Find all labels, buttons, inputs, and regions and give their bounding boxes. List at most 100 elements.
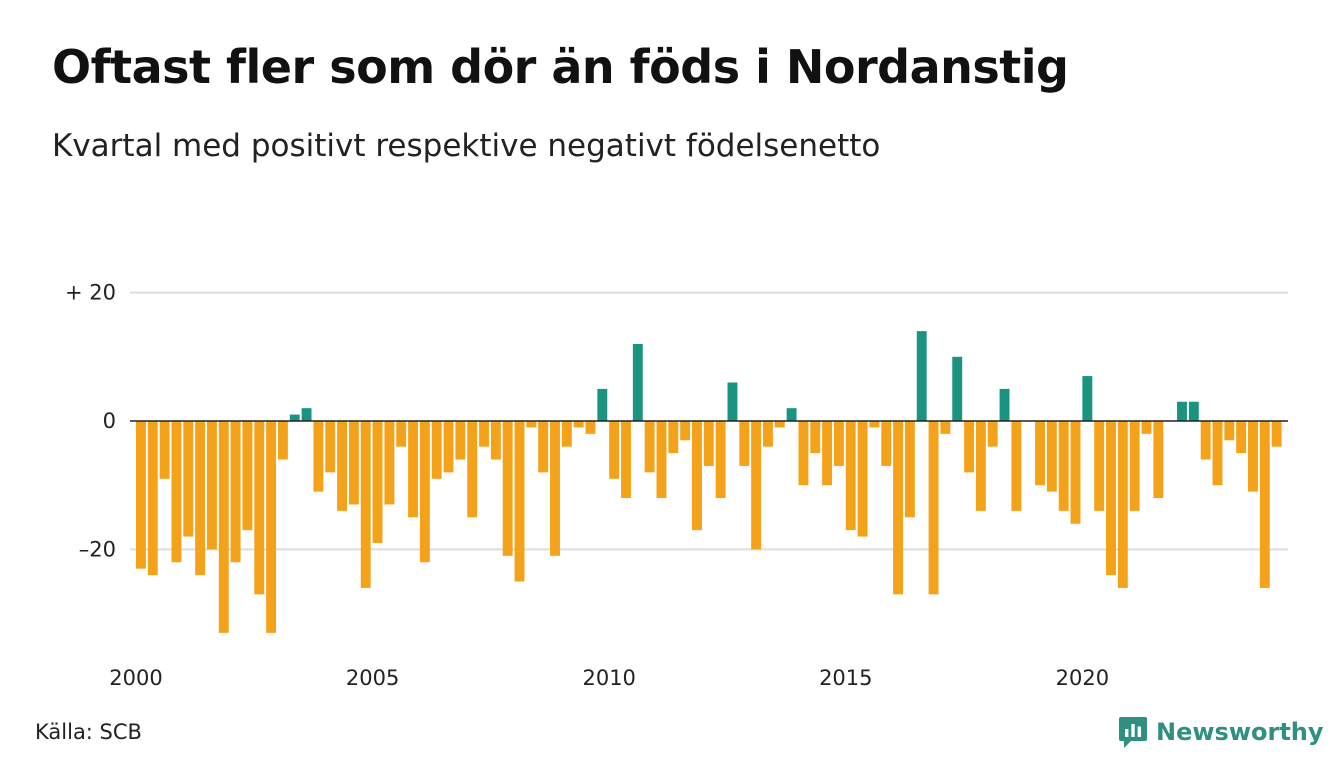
bar xyxy=(408,421,418,518)
bar xyxy=(964,421,974,473)
bar xyxy=(1035,421,1045,486)
bar xyxy=(632,343,643,421)
bar xyxy=(881,421,892,466)
y-tick-label: + 20 xyxy=(65,281,116,305)
bar xyxy=(348,421,359,505)
bar xyxy=(727,382,738,421)
source-note: Källa: SCB xyxy=(35,720,142,744)
x-tick-label: 2005 xyxy=(346,666,399,690)
bar xyxy=(372,421,383,543)
bar xyxy=(573,421,584,428)
y-tick-label: 0 xyxy=(103,409,116,433)
bar xyxy=(254,421,265,595)
bar xyxy=(597,388,608,421)
bar xyxy=(384,421,395,505)
bar xyxy=(443,421,454,473)
bar xyxy=(715,421,726,499)
bar xyxy=(1058,421,1069,511)
x-tick-label: 2015 xyxy=(819,666,872,690)
bars xyxy=(136,331,1282,633)
bar xyxy=(916,331,927,421)
bar xyxy=(893,421,904,595)
chart-subtitle: Kvartal med positivt respektive negativt… xyxy=(52,128,881,164)
bar xyxy=(396,421,407,447)
bar xyxy=(1082,376,1093,421)
bar xyxy=(786,408,797,421)
bar xyxy=(833,421,844,466)
bar xyxy=(206,421,217,550)
bar xyxy=(289,414,300,421)
bar xyxy=(1188,401,1199,421)
bar xyxy=(1224,421,1235,441)
bar xyxy=(774,421,785,428)
y-tick-label: –20 xyxy=(79,537,116,561)
bar xyxy=(479,421,489,447)
bar xyxy=(419,421,430,563)
bar xyxy=(455,421,466,460)
bar xyxy=(277,421,288,460)
bar xyxy=(680,421,691,441)
bar xyxy=(1259,421,1270,588)
bar xyxy=(739,421,750,466)
bar xyxy=(136,421,146,569)
bar xyxy=(266,421,277,633)
bar xyxy=(940,421,951,434)
bar xyxy=(313,421,324,492)
bar xyxy=(656,421,667,499)
bar xyxy=(171,421,182,563)
bar xyxy=(360,421,371,588)
x-tick-label: 2000 xyxy=(109,666,162,690)
bar xyxy=(325,421,336,473)
bar xyxy=(822,421,833,486)
bar xyxy=(1141,421,1152,434)
bar xyxy=(1248,421,1258,492)
bar xyxy=(1129,421,1140,511)
bar xyxy=(810,421,821,454)
bar xyxy=(431,421,442,479)
bar xyxy=(1046,421,1057,492)
bar xyxy=(147,421,158,576)
bar xyxy=(987,421,998,447)
bar xyxy=(337,421,348,511)
bar xyxy=(1106,421,1116,576)
bar xyxy=(195,421,206,576)
bar xyxy=(1236,421,1247,454)
bar xyxy=(514,421,525,582)
bar xyxy=(952,356,963,421)
bar xyxy=(1153,421,1164,499)
bar xyxy=(869,421,880,428)
newsworthy-brand[interactable]: Newsworthy xyxy=(1118,714,1324,750)
bar xyxy=(668,421,679,454)
bar xyxy=(159,421,170,479)
bar xyxy=(857,421,868,537)
bar xyxy=(928,421,939,595)
bar xyxy=(1094,421,1105,511)
bar xyxy=(621,421,631,499)
bar xyxy=(845,421,856,531)
bar xyxy=(692,421,702,531)
bar xyxy=(550,421,560,556)
axes: + 20 0 –20 2000 2005 2010 2015 2020 xyxy=(65,281,1288,690)
chart-title: Oftast fler som dör än föds i Nordanstig xyxy=(52,40,1069,94)
bar xyxy=(1117,421,1128,588)
bar xyxy=(1177,401,1187,421)
bar xyxy=(467,421,478,518)
bar xyxy=(999,388,1010,421)
bar xyxy=(703,421,714,466)
bar xyxy=(301,408,312,421)
x-tick-label: 2020 xyxy=(1056,666,1109,690)
bar xyxy=(490,421,501,460)
bar xyxy=(230,421,241,563)
bar xyxy=(751,421,762,550)
bar xyxy=(561,421,572,447)
bar xyxy=(585,421,596,434)
bar xyxy=(609,421,620,479)
newsworthy-logo-icon xyxy=(1118,715,1148,749)
bar xyxy=(762,421,773,447)
bar xyxy=(1271,421,1282,447)
bar xyxy=(975,421,986,511)
bar xyxy=(1011,421,1022,511)
grid-lines xyxy=(130,291,1288,551)
bar xyxy=(526,421,537,428)
bar xyxy=(1200,421,1211,460)
